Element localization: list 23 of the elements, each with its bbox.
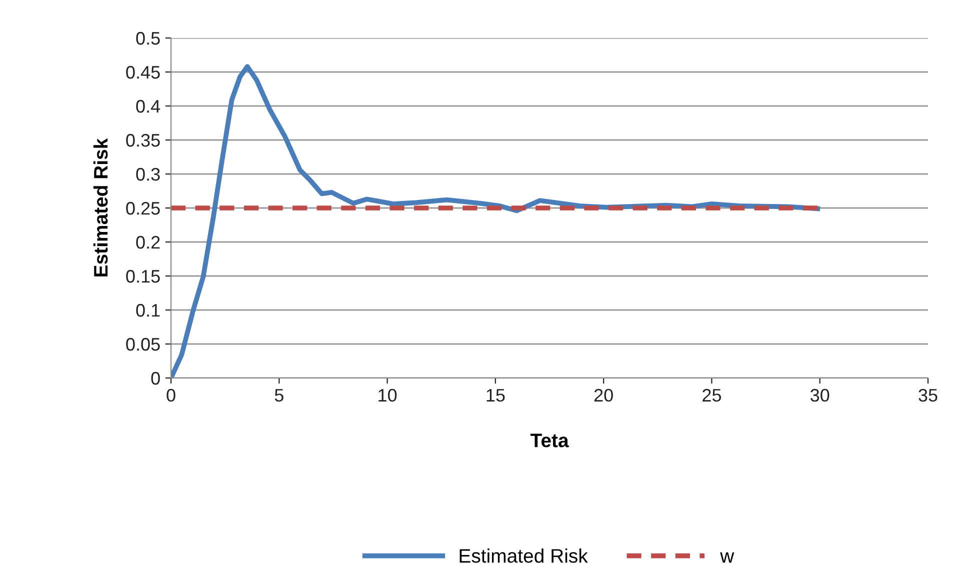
x-tick-label: 35 xyxy=(918,388,938,402)
y-tick-label: 0.35 xyxy=(126,134,160,147)
legend-label: Estimated Risk xyxy=(460,548,588,563)
x-tick-label: 30 xyxy=(810,388,830,402)
x-axis-title: Teta xyxy=(530,434,569,448)
y-tick-label: 0.45 xyxy=(126,66,160,79)
x-tick-label: 5 xyxy=(274,389,284,402)
legend-label: w xyxy=(720,552,734,563)
x-tick-label: 0 xyxy=(166,388,176,402)
y-tick-label: 0.4 xyxy=(136,100,160,113)
y-tick-label: 0 xyxy=(151,372,160,385)
y-tick-label: 0.05 xyxy=(126,338,160,351)
x-tick-label: 20 xyxy=(594,388,613,402)
y-tick-label: 0.3 xyxy=(136,168,160,181)
y-tick-label: 0.5 xyxy=(136,32,160,45)
y-tick-label: 0.25 xyxy=(126,202,160,215)
x-tick-label: 25 xyxy=(702,388,721,402)
y-tick-label: 0.2 xyxy=(136,236,160,249)
x-tick-label: 15 xyxy=(486,389,505,402)
y-tick-label: 0.15 xyxy=(126,270,160,283)
y-axis-title: Estimated Risk xyxy=(93,138,108,276)
y-tick-label: 0.1 xyxy=(136,304,160,317)
x-tick-label: 10 xyxy=(378,388,397,402)
